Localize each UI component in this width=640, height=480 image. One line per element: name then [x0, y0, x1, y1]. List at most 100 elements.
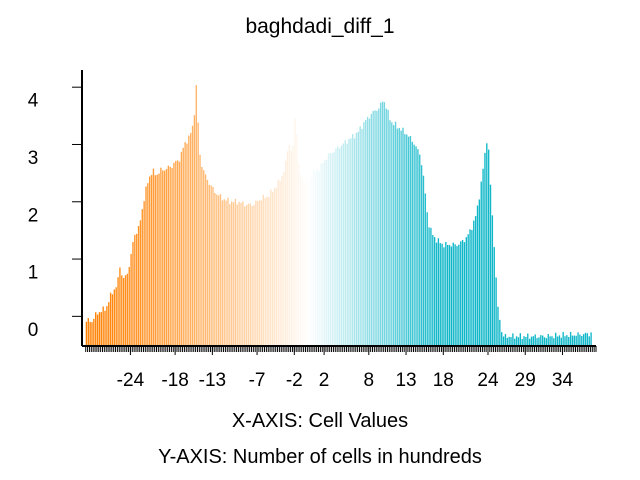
histogram-bar — [545, 338, 548, 345]
x-tick-label: -13 — [199, 370, 226, 391]
histogram-bar — [91, 322, 93, 345]
histogram-bar — [379, 102, 382, 346]
histogram-bar — [368, 118, 371, 346]
histogram-bar — [180, 151, 183, 345]
histogram-bar — [558, 335, 561, 345]
histogram-bar — [568, 336, 570, 345]
histogram-bar — [175, 160, 177, 345]
histogram-bar — [324, 160, 326, 345]
histogram-bar — [121, 275, 123, 345]
histogram-bar — [504, 334, 507, 345]
histogram-bar — [162, 170, 164, 345]
histogram-bar — [506, 337, 508, 345]
histogram-bar — [342, 143, 345, 345]
histogram-bar — [363, 122, 365, 345]
histogram-bar — [327, 153, 330, 345]
histogram-bar — [430, 227, 432, 345]
histogram-bar — [454, 244, 456, 345]
histogram-bar — [108, 302, 110, 345]
histogram-bar — [195, 85, 197, 345]
y-axis: 0 1 2 3 4 — [28, 70, 83, 346]
histogram-bar — [163, 170, 166, 345]
histogram-bar — [501, 332, 503, 345]
histogram-bar — [178, 161, 181, 345]
histogram-bar — [486, 143, 488, 345]
histogram-bar — [299, 174, 302, 345]
histogram-bar — [307, 179, 309, 345]
histogram-bar — [152, 168, 155, 345]
histogram-bar — [169, 166, 171, 345]
histogram-bar — [193, 115, 196, 346]
histogram-bar — [476, 205, 479, 345]
histogram-bar — [281, 175, 283, 345]
histogram-bar — [212, 186, 214, 345]
histogram-bar — [346, 143, 348, 345]
histogram-bar — [186, 143, 188, 345]
histogram-bar — [238, 201, 240, 345]
histogram-bar — [156, 174, 158, 345]
histogram-bar — [249, 203, 251, 345]
histogram-bar — [553, 338, 555, 345]
histogram-bar — [590, 332, 592, 345]
histogram-bar — [314, 171, 317, 345]
histogram-bar — [348, 138, 350, 345]
histogram-bar — [422, 175, 425, 345]
histogram-bar — [378, 108, 380, 345]
histogram-bar — [204, 174, 207, 345]
histogram-bar — [450, 246, 453, 345]
histogram-bar — [257, 201, 259, 345]
histogram-bar — [463, 242, 466, 345]
histogram-bar — [512, 333, 514, 345]
histogram-bar — [538, 337, 540, 345]
histogram-bar — [255, 200, 257, 345]
histogram-bar — [391, 122, 393, 346]
histogram-bar — [96, 314, 99, 345]
histogram-bar — [497, 306, 499, 345]
histogram-bar — [413, 144, 415, 345]
histogram-bar — [523, 336, 525, 345]
histogram-bar — [540, 335, 542, 345]
histogram-bar — [271, 192, 274, 345]
histogram-bar — [581, 335, 583, 345]
histogram-bar — [210, 185, 212, 345]
histogram-bar — [296, 134, 298, 345]
histogram-bar — [173, 162, 175, 345]
histogram-bar — [309, 176, 311, 345]
histogram-bar — [467, 234, 469, 345]
histogram-bar — [242, 201, 244, 345]
histogram-bar — [357, 131, 359, 345]
y-axis-label: Y-AXIS: Number of cells in hundreds — [158, 446, 482, 468]
histogram-bar — [335, 148, 337, 345]
histogram-bar — [361, 128, 363, 345]
histogram-bar — [87, 318, 89, 345]
histogram-bar — [402, 127, 404, 346]
histogram-bar — [229, 204, 231, 345]
histogram-bar — [573, 335, 576, 345]
histogram-bar — [247, 203, 250, 345]
histogram-bar — [527, 333, 529, 345]
histogram-bar — [145, 186, 147, 345]
histogram-bar — [406, 134, 408, 345]
histogram-bar — [149, 176, 151, 345]
histogram-bar — [508, 336, 510, 345]
histogram-bar — [325, 159, 328, 345]
histogram-bar — [389, 120, 391, 345]
histogram-bar — [487, 149, 490, 345]
histogram-bar — [128, 267, 130, 345]
histogram-bar — [536, 338, 538, 345]
histogram-bar — [320, 163, 322, 345]
histogram-bar — [515, 336, 518, 345]
histogram-bar — [262, 194, 264, 345]
histogram-bar — [182, 147, 184, 345]
histogram-bar — [102, 306, 104, 345]
histogram-bar — [190, 133, 192, 345]
histogram-bar — [316, 168, 319, 345]
histogram-bar — [100, 312, 102, 345]
histogram-bar — [122, 277, 125, 345]
histogram-bar — [244, 206, 246, 345]
histogram-bar — [227, 197, 229, 345]
y-tick-label: 4 — [28, 91, 39, 112]
histogram-bar — [245, 205, 248, 345]
histogram-bar — [577, 332, 579, 345]
